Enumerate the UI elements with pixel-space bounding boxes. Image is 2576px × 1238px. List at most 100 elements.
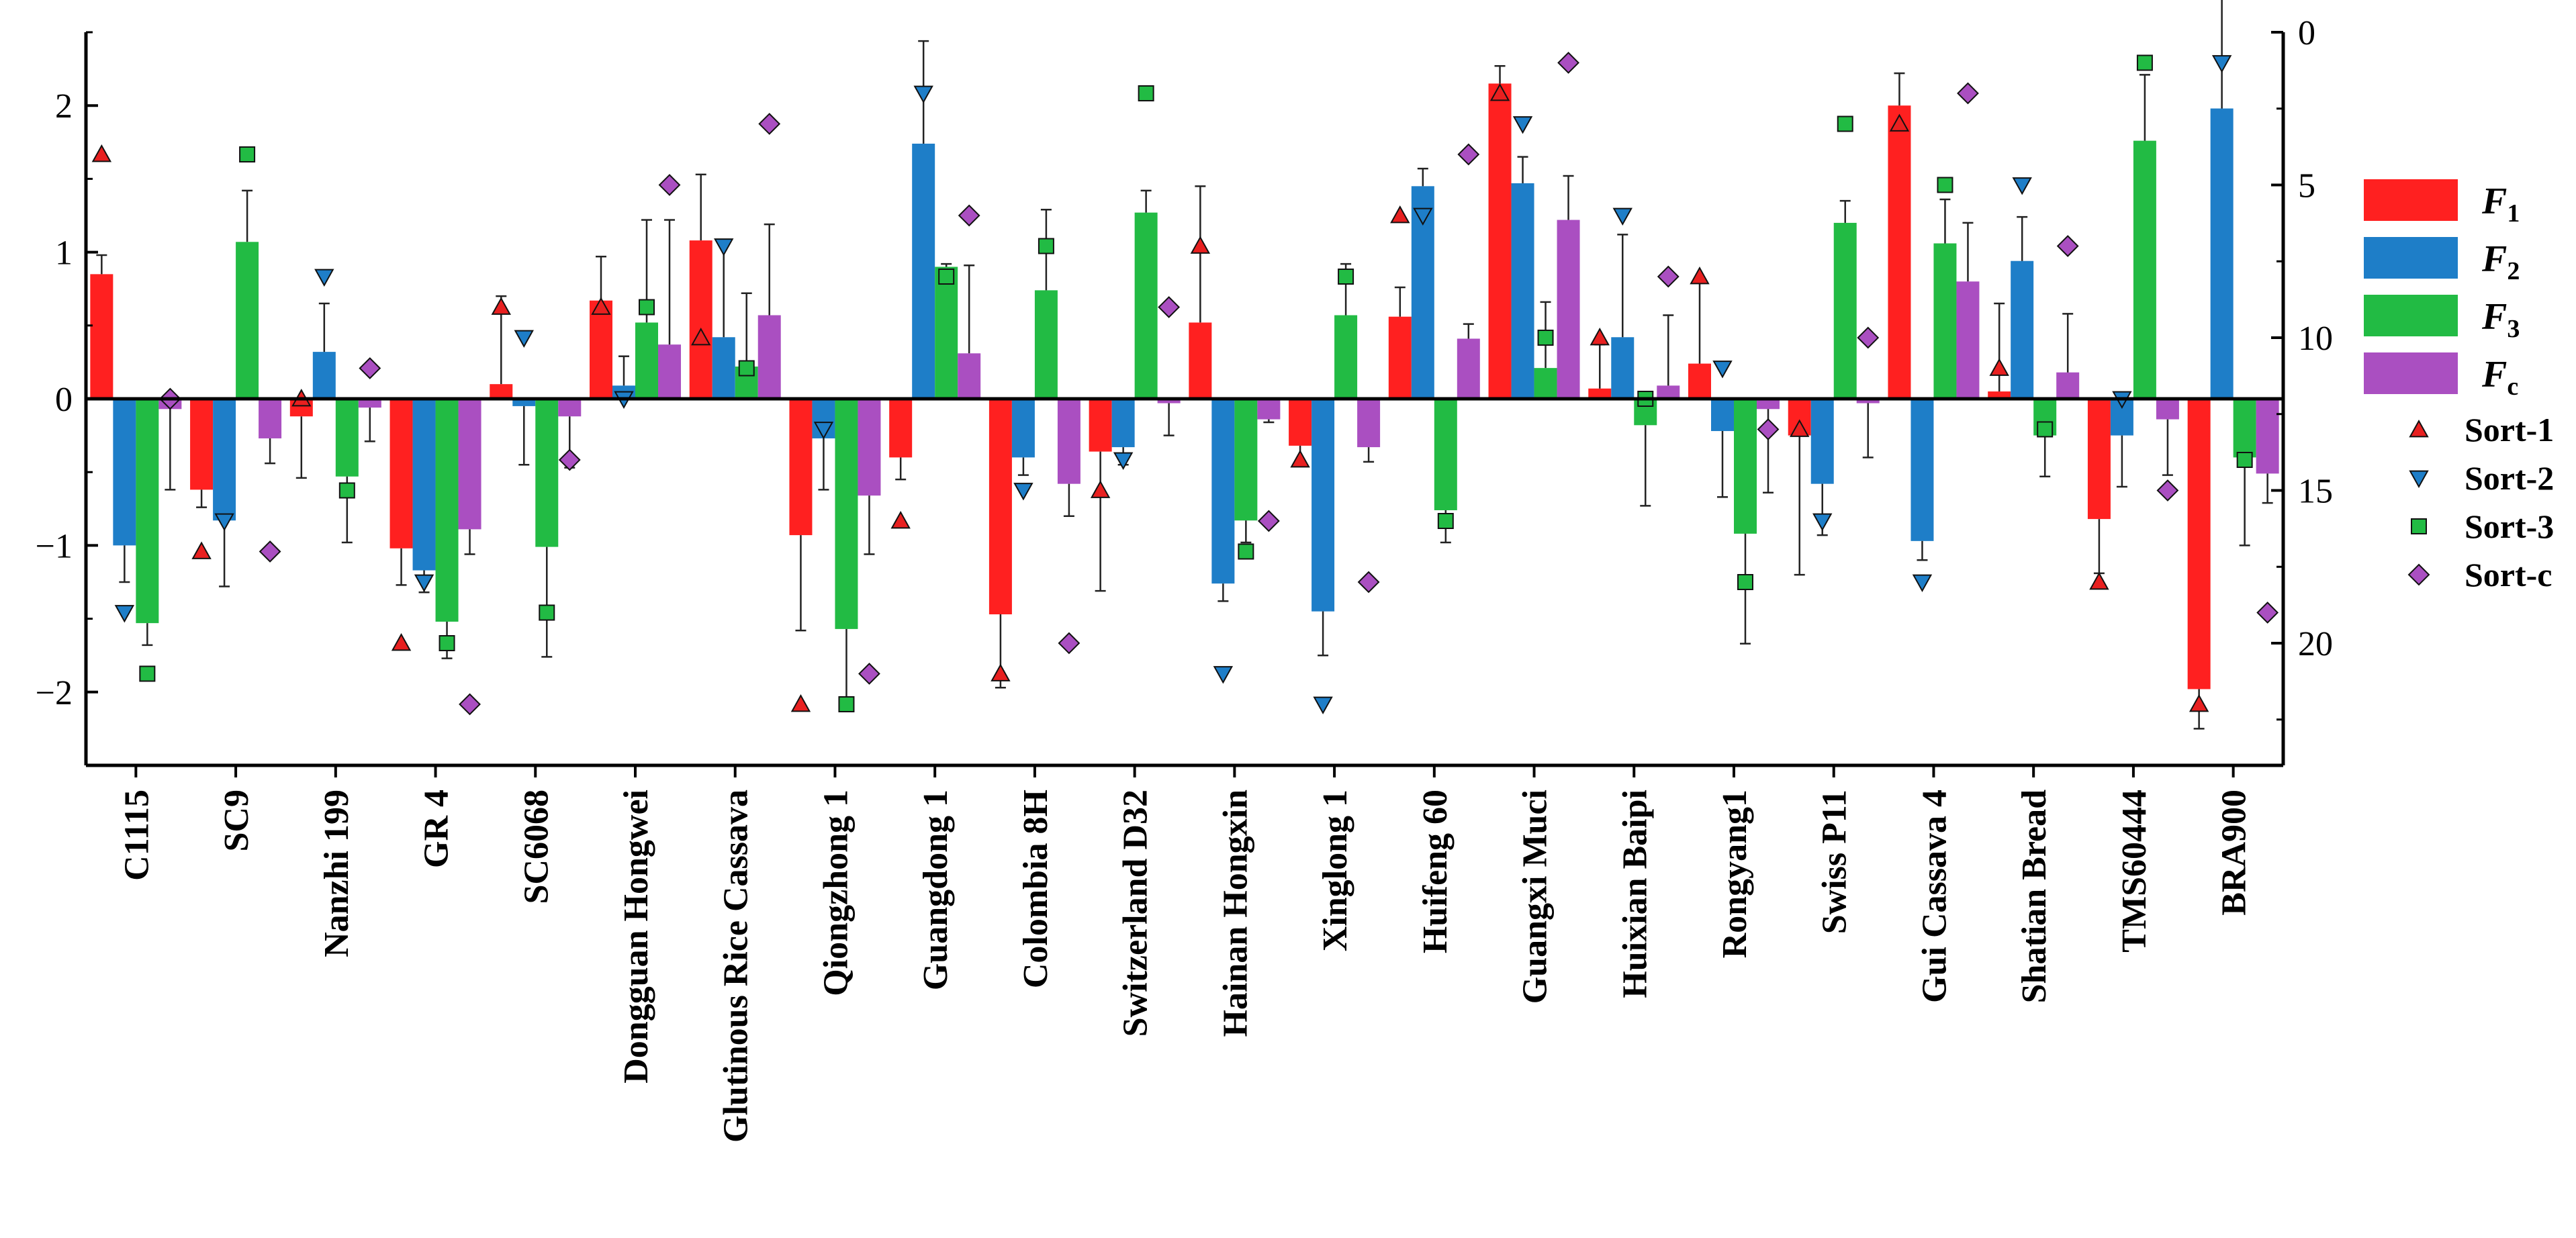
right-tick-label: 20: [2298, 625, 2333, 663]
category-label: Gui Cassava 4: [1915, 790, 1953, 1003]
sort-2-marker-11: [1213, 666, 1234, 684]
legend-swatch-f2: [2364, 237, 2458, 279]
sort-1-marker-21: [2189, 694, 2209, 712]
sort-1-marker-15: [1590, 327, 1610, 346]
bar-fc-2: [358, 399, 381, 408]
bar-f3-17: [1833, 222, 1857, 399]
sort-c-marker-5: [658, 174, 681, 196]
category-label: C1115: [118, 790, 156, 881]
bar-f2-17: [1810, 399, 1834, 484]
bar-fc-7: [858, 399, 881, 496]
bar-f3-14: [1534, 368, 1557, 399]
legend-label-sort-c: Sort-c: [2465, 556, 2552, 593]
legend-label-sort-3: Sort-3: [2465, 508, 2554, 545]
bar-fc-9: [1057, 399, 1080, 484]
bar-f1-16: [1688, 363, 1711, 399]
bar-f3-21: [2233, 399, 2256, 458]
sort-c-marker-11: [1257, 510, 1280, 532]
bar-f2-1: [213, 399, 236, 521]
sort-1-marker-10: [1090, 480, 1111, 498]
sort-3-marker-14: [1537, 330, 1554, 346]
bar-f2-18: [1911, 399, 1934, 541]
bar-f2-12: [1312, 399, 1335, 612]
sort-2-marker-6: [714, 238, 734, 256]
bar-f2-14: [1511, 183, 1534, 399]
sort-1-marker-14: [1489, 83, 1510, 101]
sort-2-marker-4: [514, 330, 534, 348]
category-label: Nanzhi 199: [318, 790, 356, 957]
bar-fc-19: [2056, 372, 2080, 399]
sort-2-marker-19: [2012, 177, 2032, 195]
error-bars-layer: [96, 0, 2273, 730]
bar-f2-9: [1011, 399, 1035, 458]
sort-c-marker-8: [958, 204, 980, 227]
sort-2-marker-12: [1313, 696, 1333, 715]
sort-1-marker-6: [691, 327, 711, 346]
bars-layer: [90, 83, 2279, 689]
sort-2-marker-17: [1812, 513, 1833, 532]
sort-3-marker-16: [1737, 574, 1753, 590]
sort-1-marker-8: [890, 510, 911, 529]
bar-fc-15: [1657, 385, 1680, 399]
sort-1-marker-19: [1989, 358, 2009, 376]
legend-marker-sort-c: [2407, 563, 2430, 586]
sort-2-marker-8: [913, 85, 933, 104]
rank-markers-layer: [91, 52, 2279, 716]
right-tick-label: 5: [2298, 167, 2315, 205]
bar-f1-4: [490, 384, 513, 399]
sort-2-marker-3: [414, 574, 434, 593]
sort-1-marker-12: [1290, 449, 1310, 468]
sort-c-marker-7: [858, 663, 880, 685]
bar-f3-12: [1334, 315, 1358, 399]
sort-c-marker-12: [1357, 571, 1380, 593]
legend-marker-sort-2: [2409, 470, 2429, 489]
sort-3-marker-17: [1837, 115, 1853, 132]
sort-c-marker-1: [259, 540, 281, 563]
bar-f3-20: [2133, 140, 2156, 399]
sort-c-marker-17: [1857, 326, 1880, 349]
bar-f2-0: [113, 399, 136, 546]
sort-2-marker-10: [1113, 452, 1134, 471]
sort-1-marker-3: [391, 632, 412, 651]
sort-3-marker-5: [639, 299, 655, 316]
sort-c-marker-18: [1957, 82, 1979, 105]
bar-f2-8: [912, 143, 935, 399]
sort-3-marker-19: [2037, 421, 2054, 438]
sort-c-marker-10: [1158, 296, 1181, 318]
bar-f3-16: [1734, 399, 1757, 534]
sort-1-marker-11: [1190, 236, 1211, 254]
bar-f3-2: [335, 399, 359, 477]
sort-2-marker-16: [1712, 361, 1733, 379]
sort-c-marker-6: [758, 113, 781, 135]
sort-c-marker-21: [2256, 602, 2279, 624]
right-tick-label: 0: [2298, 14, 2315, 52]
bar-f3-7: [835, 399, 858, 629]
category-label: Glutinous Rice Cassava: [717, 790, 755, 1143]
legend-marker-sort-3: [2411, 518, 2427, 534]
bar-f3-0: [136, 399, 159, 624]
bar-f1-19: [1988, 391, 2011, 399]
bar-f1-20: [2087, 399, 2111, 520]
sort-2-marker-18: [1912, 574, 1933, 593]
left-tick-label: 0: [55, 381, 73, 419]
sort-1-marker-16: [1690, 266, 1710, 285]
bar-f1-6: [689, 240, 712, 399]
category-label: Guangdong 1: [917, 790, 955, 990]
bar-f1-21: [2187, 399, 2211, 689]
category-label: Colombia 8H: [1017, 790, 1055, 988]
sort-c-marker-19: [2056, 235, 2079, 257]
sort-2-marker-14: [1512, 116, 1533, 134]
bar-f1-11: [1189, 322, 1212, 399]
bar-f2-10: [1111, 399, 1135, 448]
bar-f2-3: [412, 399, 436, 571]
bar-fc-13: [1457, 338, 1480, 399]
legend-label-f1: F1: [2481, 181, 2520, 228]
bar-fc-6: [757, 315, 781, 399]
bar-f1-5: [590, 300, 612, 399]
bar-fc-17: [1856, 399, 1880, 403]
category-label: Switzerland D32: [1117, 790, 1155, 1037]
sort-1-marker-7: [790, 694, 811, 712]
sort-2-marker-21: [2211, 55, 2232, 73]
